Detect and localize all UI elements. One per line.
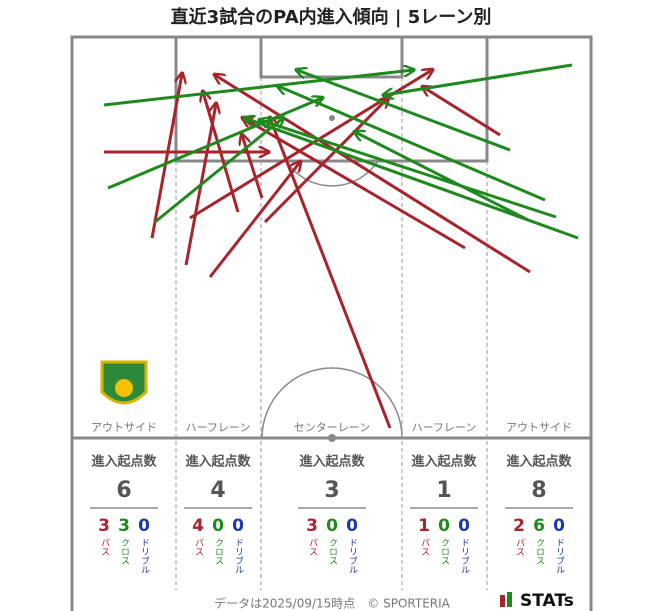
pass-count: 4 <box>192 516 204 536</box>
pass-count: 2 <box>513 516 525 536</box>
pass-count: 1 <box>418 516 430 536</box>
lane-name: アウトサイド <box>91 421 157 434</box>
dribble-label: ドリブル <box>347 538 358 574</box>
cross-count: 6 <box>533 516 545 536</box>
cross-count: 0 <box>326 516 338 536</box>
lane-stats: アウトサイド進入起点数63パス3クロス0ドリブルハーフレーン進入起点数44パス0… <box>90 421 573 574</box>
footer: データは2025/09/15時点 © SPORTERIA <box>214 596 451 611</box>
dribble-label: ドリブル <box>554 538 565 574</box>
lane-header: 進入起点数 <box>506 454 572 470</box>
lane-total: 3 <box>324 478 339 503</box>
dribble-count: 0 <box>138 516 150 536</box>
lane-header: 進入起点数 <box>299 454 365 470</box>
lane-dividers <box>175 77 488 590</box>
lane-header: 進入起点数 <box>411 454 477 470</box>
dribble-count: 0 <box>553 516 565 536</box>
brand: STATs <box>520 591 574 611</box>
cross-label: クロス <box>534 538 544 565</box>
pass-label: パス <box>193 538 204 556</box>
cross-count: 0 <box>438 516 450 536</box>
lane-total: 4 <box>210 478 225 503</box>
pass-arrows <box>104 70 531 429</box>
lane-name: ハーフレーン <box>186 421 251 434</box>
cross-label: クロス <box>327 538 337 565</box>
pass-count: 3 <box>306 516 318 536</box>
lane-name: アウトサイド <box>506 421 572 434</box>
pass-label: パス <box>419 538 430 556</box>
lane-name: センターレーン <box>294 421 370 434</box>
lane-total: 6 <box>116 478 131 503</box>
team-logo <box>100 360 148 405</box>
dribble-label: ドリブル <box>139 538 150 574</box>
pass-label: パス <box>307 538 318 556</box>
pass-label: パス <box>514 538 525 556</box>
cross-label: クロス <box>439 538 449 565</box>
dribble-count: 0 <box>232 516 244 536</box>
lane-header: 進入起点数 <box>91 454 157 470</box>
lane-total: 1 <box>436 478 451 503</box>
cross-count: 3 <box>118 516 130 536</box>
pass-label: パス <box>99 538 110 556</box>
pass-count: 3 <box>98 516 110 536</box>
cross-label: クロス <box>213 538 223 565</box>
cross-label: クロス <box>119 538 129 565</box>
dribble-count: 0 <box>458 516 470 536</box>
dribble-label: ドリブル <box>459 538 470 574</box>
dribble-label: ドリブル <box>233 538 244 574</box>
lane-total: 8 <box>531 478 546 503</box>
title: 直近3試合のPA内進入傾向 | 5レーン別 <box>171 6 492 28</box>
lane-header: 進入起点数 <box>185 454 251 470</box>
lane-name: ハーフレーン <box>412 421 477 434</box>
cross-arrows <box>103 63 579 240</box>
cross-count: 0 <box>212 516 224 536</box>
dribble-count: 0 <box>346 516 358 536</box>
